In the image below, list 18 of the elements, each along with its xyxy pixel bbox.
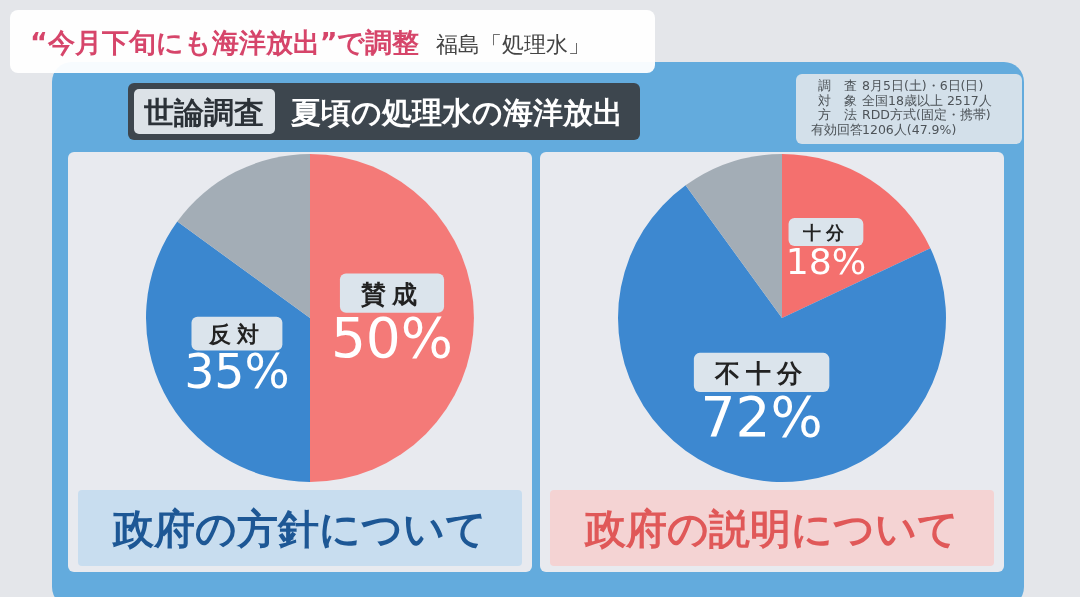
slice-label: 不十分	[713, 358, 809, 388]
text: 政府の説明について	[584, 505, 959, 553]
text: 有効回答	[811, 121, 863, 137]
data-label: 35%	[184, 344, 290, 400]
text: 8月5日(土)・6日(日)	[862, 78, 984, 93]
text: RDD方式(固定・携帯)	[862, 107, 991, 122]
text: 世論調査	[143, 95, 264, 130]
slice-label: 反対	[208, 321, 265, 347]
text: 対 象	[817, 92, 857, 108]
slice-label: 十分	[802, 221, 849, 243]
text: “今月下旬にも海洋放出”で調整	[30, 27, 420, 58]
text: 調 査	[817, 78, 857, 93]
text: 夏頃の処理水の海洋放出	[290, 95, 623, 130]
text: 全国18歳以上 2517人	[862, 92, 992, 108]
text: 1206人(47.9%)	[862, 121, 957, 137]
text: 福島「処理水」	[435, 32, 590, 57]
text: 政府の方針について	[112, 505, 487, 553]
text: 方 法	[817, 107, 857, 122]
